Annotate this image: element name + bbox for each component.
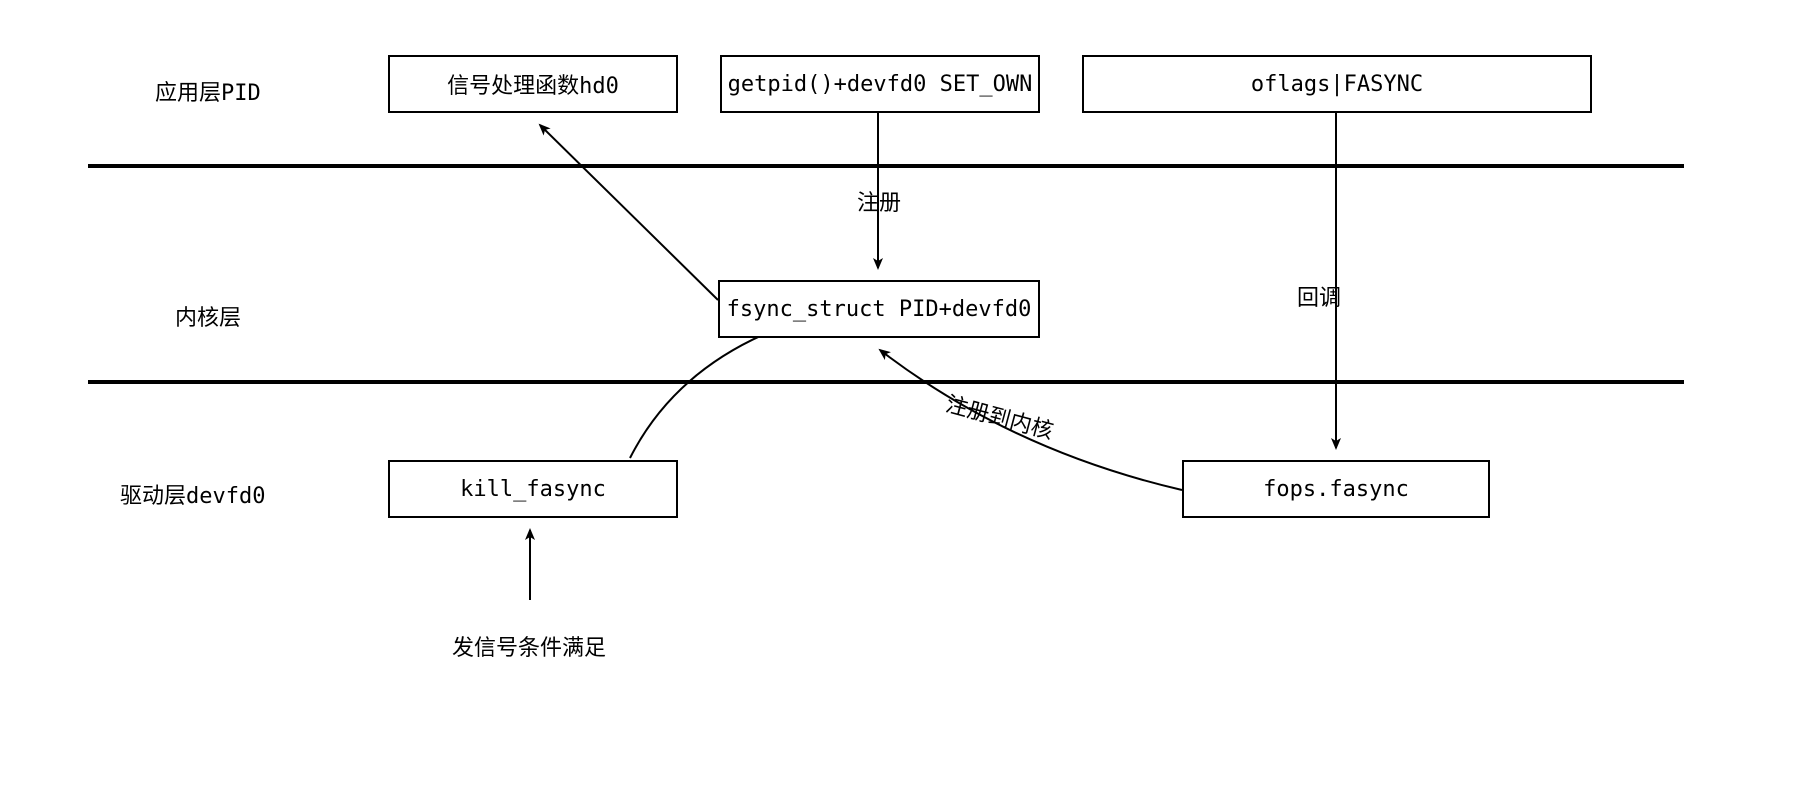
node-fsync-label: fsync_struct PID+devfd0	[727, 297, 1032, 322]
node-oflags: oflags|FASYNC	[1082, 55, 1592, 113]
node-hd0: 信号处理函数hd0	[388, 55, 678, 113]
layer-label-app: 应用层PID	[155, 75, 261, 107]
edge-label-register: 注册	[857, 185, 901, 217]
edge-fsync-to-hd0	[540, 125, 718, 300]
edge-label-callback: 回调	[1297, 280, 1341, 312]
edge-label-reg-to-kernel: 注册到内核	[943, 386, 1058, 445]
layer-label-kernel: 内核层	[175, 300, 241, 332]
node-getpid-label: getpid()+devfd0 SET_OWN	[728, 72, 1033, 97]
node-killfasync: kill_fasync	[388, 460, 678, 518]
node-fops-label: fops.fasync	[1263, 477, 1409, 502]
node-oflags-label: oflags|FASYNC	[1251, 72, 1423, 97]
edge-label-condition: 发信号条件满足	[452, 630, 606, 662]
layer-label-driver: 驱动层devfd0	[120, 478, 265, 510]
node-fsync: fsync_struct PID+devfd0	[718, 280, 1040, 338]
node-fops: fops.fasync	[1182, 460, 1490, 518]
arrows-layer	[0, 0, 1810, 810]
node-killfasync-label: kill_fasync	[460, 477, 606, 502]
node-getpid: getpid()+devfd0 SET_OWN	[720, 55, 1040, 113]
separator-bottom	[88, 380, 1684, 384]
node-hd0-label: 信号处理函数hd0	[447, 68, 619, 100]
separator-top	[88, 164, 1684, 168]
